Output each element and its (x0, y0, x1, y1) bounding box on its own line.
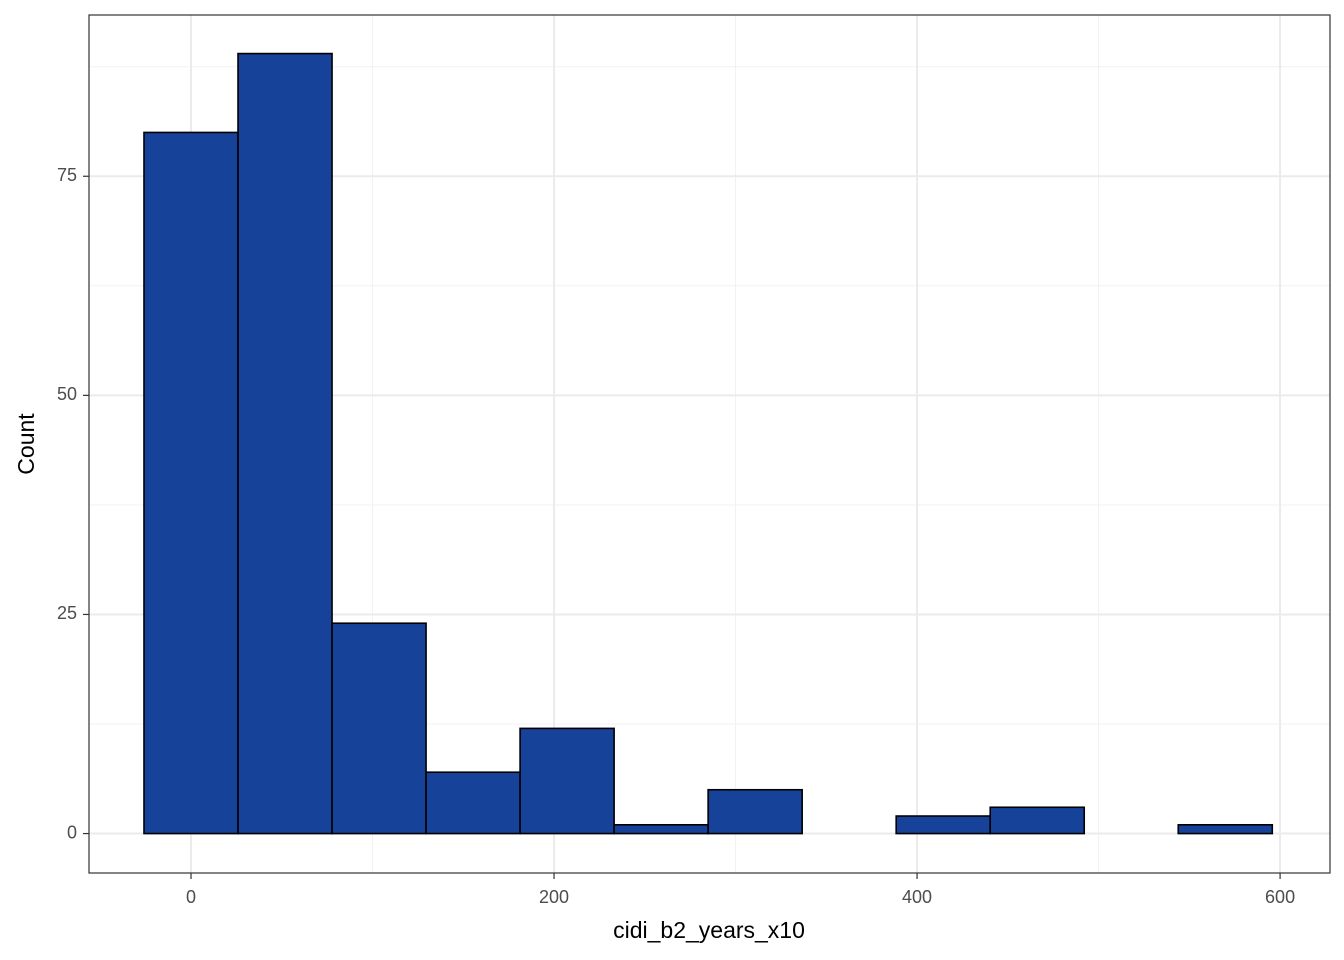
bar (895, 815, 992, 835)
x-tick-label: 0 (186, 887, 196, 907)
bar (707, 788, 803, 835)
y-tick-label: 25 (57, 603, 77, 623)
bar (237, 52, 333, 835)
x-tick-label: 600 (1265, 887, 1295, 907)
y-tick-label: 75 (57, 165, 77, 185)
bar (425, 771, 521, 835)
bar (613, 823, 709, 835)
bar (519, 727, 615, 835)
bar (1177, 823, 1274, 835)
panel-border (88, 14, 1331, 874)
bars (143, 52, 1274, 835)
y-tick-label: 0 (67, 822, 77, 842)
y-axis-title: Count (13, 413, 39, 475)
y-tick-label: 50 (57, 384, 77, 404)
x-tick-label: 400 (902, 887, 932, 907)
x-axis-title: cidi_b2_years_x10 (613, 917, 805, 943)
bar (989, 806, 1086, 835)
bar (143, 131, 239, 835)
x-tick-label: 200 (539, 887, 569, 907)
bar (331, 622, 427, 835)
